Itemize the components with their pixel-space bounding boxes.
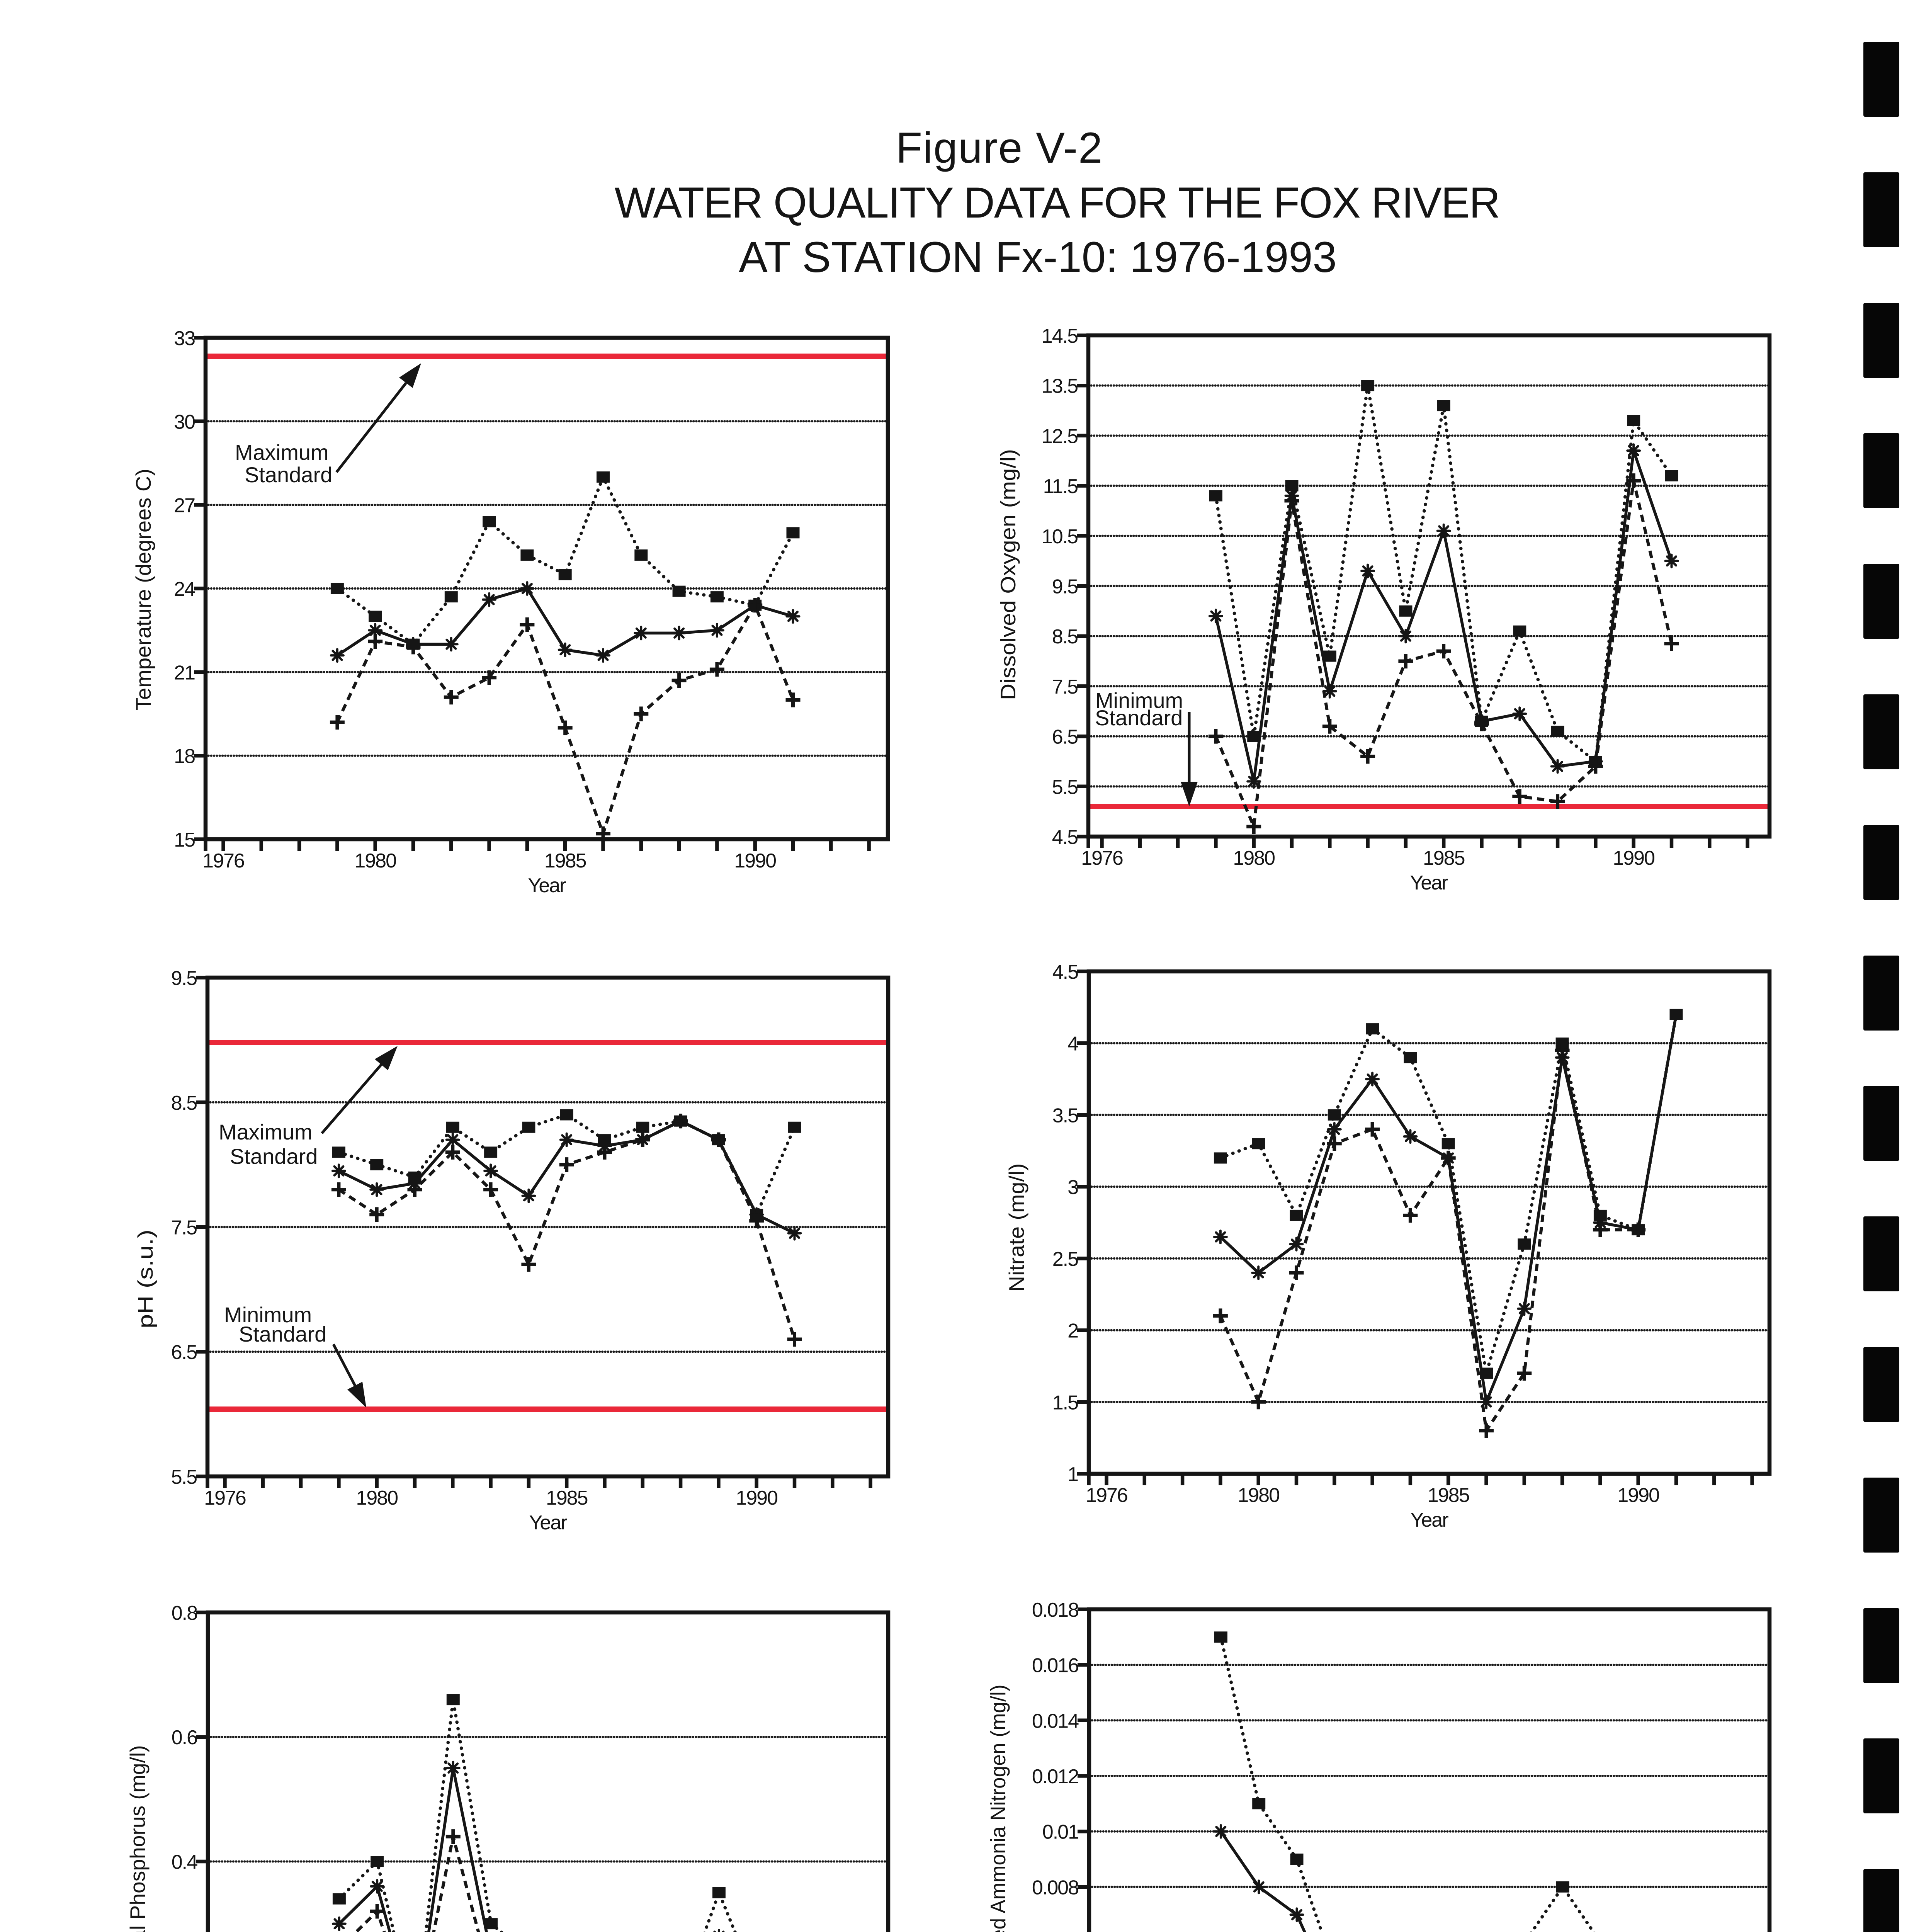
svg-text:Nitrate (mg/l): Nitrate (mg/l)	[1005, 1163, 1028, 1292]
svg-text:9.5: 9.5	[171, 967, 197, 990]
svg-text:1980: 1980	[354, 850, 396, 872]
svg-text:24: 24	[174, 578, 195, 600]
svg-text:Maximum: Maximum	[235, 440, 329, 464]
svg-text:Standard: Standard	[1095, 706, 1183, 730]
svg-text:Year: Year	[1410, 872, 1448, 894]
svg-text:Figure V-2: Figure V-2	[896, 124, 1103, 172]
svg-text:Standard: Standard	[239, 1322, 326, 1346]
svg-text:7.5: 7.5	[1052, 676, 1078, 698]
svg-text:13.5: 13.5	[1042, 375, 1078, 398]
svg-text:1976: 1976	[202, 850, 244, 872]
svg-text:Un-ionized Ammonia Nitrogen (m: Un-ionized Ammonia Nitrogen (mg/l)	[986, 1685, 1010, 1932]
svg-text:12.5: 12.5	[1042, 425, 1078, 447]
svg-text:1985: 1985	[544, 850, 586, 872]
svg-text:0.8: 0.8	[172, 1602, 197, 1624]
svg-text:27: 27	[174, 495, 195, 517]
svg-text:Total Phosphorus (mg/l): Total Phosphorus (mg/l)	[126, 1745, 150, 1932]
svg-text:WATER QUALITY DATA FOR THE FOX: WATER QUALITY DATA FOR THE FOX RIVER	[615, 179, 1500, 227]
svg-text:15: 15	[174, 829, 195, 851]
svg-text:7.5: 7.5	[171, 1217, 197, 1239]
svg-text:1.5: 1.5	[1052, 1391, 1078, 1414]
svg-text:Maximum: Maximum	[219, 1120, 313, 1144]
svg-text:1: 1	[1067, 1463, 1078, 1486]
svg-text:30: 30	[174, 411, 195, 433]
svg-text:0.018: 0.018	[1032, 1599, 1078, 1621]
svg-text:Year: Year	[528, 874, 566, 897]
svg-text:1976: 1976	[1081, 847, 1123, 869]
svg-text:5.5: 5.5	[171, 1466, 197, 1488]
svg-text:1980: 1980	[1237, 1484, 1279, 1507]
svg-text:1990: 1990	[736, 1487, 777, 1509]
svg-text:Minimum: Minimum	[1095, 688, 1183, 713]
svg-text:1985: 1985	[1423, 847, 1465, 869]
svg-text:1990: 1990	[1613, 847, 1654, 869]
svg-text:0.014: 0.014	[1032, 1710, 1079, 1732]
svg-text:2.5: 2.5	[1052, 1248, 1078, 1270]
svg-text:AT STATION Fx-10: 1976-1993: AT STATION Fx-10: 1976-1993	[739, 233, 1337, 281]
svg-text:14.5: 14.5	[1042, 325, 1078, 347]
svg-text:3: 3	[1067, 1176, 1078, 1199]
svg-text:pH (s.u.): pH (s.u.)	[133, 1230, 157, 1328]
svg-text:1980: 1980	[1233, 847, 1275, 869]
svg-text:4.5: 4.5	[1052, 961, 1078, 983]
svg-text:33: 33	[174, 327, 195, 350]
svg-text:9.5: 9.5	[1052, 576, 1078, 598]
svg-text:0.008: 0.008	[1032, 1876, 1078, 1899]
svg-text:0.4: 0.4	[172, 1851, 197, 1874]
svg-text:5.5: 5.5	[1052, 776, 1078, 798]
svg-text:8.5: 8.5	[171, 1092, 197, 1114]
svg-text:Minimum: Minimum	[224, 1303, 312, 1327]
svg-text:11.5: 11.5	[1043, 475, 1078, 498]
svg-text:1976: 1976	[1086, 1484, 1127, 1507]
svg-text:1985: 1985	[546, 1487, 588, 1509]
svg-text:1980: 1980	[356, 1487, 398, 1509]
svg-text:Standard: Standard	[245, 463, 332, 487]
svg-text:0.012: 0.012	[1032, 1765, 1078, 1788]
svg-text:Temperature (degrees C): Temperature (degrees C)	[131, 469, 155, 711]
svg-text:Year: Year	[1410, 1509, 1448, 1531]
svg-text:18: 18	[174, 745, 195, 768]
svg-text:8.5: 8.5	[1052, 626, 1078, 648]
svg-text:6.5: 6.5	[1052, 726, 1078, 748]
svg-text:6.5: 6.5	[171, 1341, 197, 1364]
svg-text:1976: 1976	[204, 1487, 246, 1509]
svg-text:Year: Year	[529, 1512, 567, 1534]
svg-text:3.5: 3.5	[1052, 1104, 1078, 1127]
svg-text:2: 2	[1067, 1320, 1078, 1342]
svg-text:Standard: Standard	[230, 1144, 318, 1168]
svg-text:4: 4	[1067, 1033, 1078, 1055]
svg-text:0.016: 0.016	[1032, 1655, 1078, 1677]
svg-text:Dissolved Oxygen (mg/l): Dissolved Oxygen (mg/l)	[996, 449, 1020, 700]
svg-text:1990: 1990	[734, 850, 776, 872]
svg-text:21: 21	[174, 662, 195, 684]
svg-text:1985: 1985	[1428, 1484, 1469, 1507]
svg-text:4.5: 4.5	[1052, 826, 1078, 849]
svg-text:1990: 1990	[1617, 1484, 1659, 1507]
svg-text:10.5: 10.5	[1042, 526, 1078, 548]
svg-text:0.01: 0.01	[1042, 1821, 1078, 1844]
svg-text:0.6: 0.6	[172, 1726, 197, 1749]
